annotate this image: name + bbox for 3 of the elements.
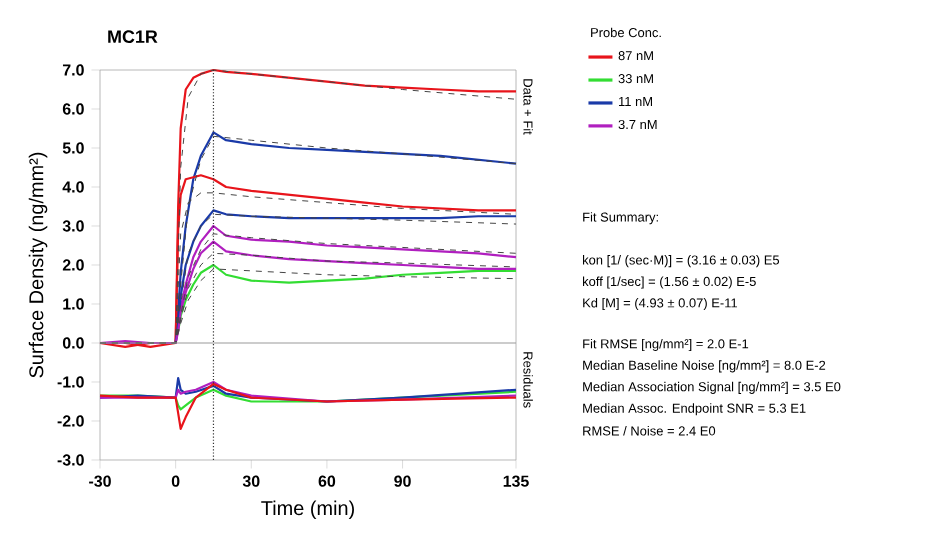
x-axis-title: Time (min) bbox=[261, 500, 354, 520]
chart-title: MC1R bbox=[108, 30, 158, 44]
y-axis-title: Surface Density (ng/mm²) bbox=[28, 152, 48, 378]
